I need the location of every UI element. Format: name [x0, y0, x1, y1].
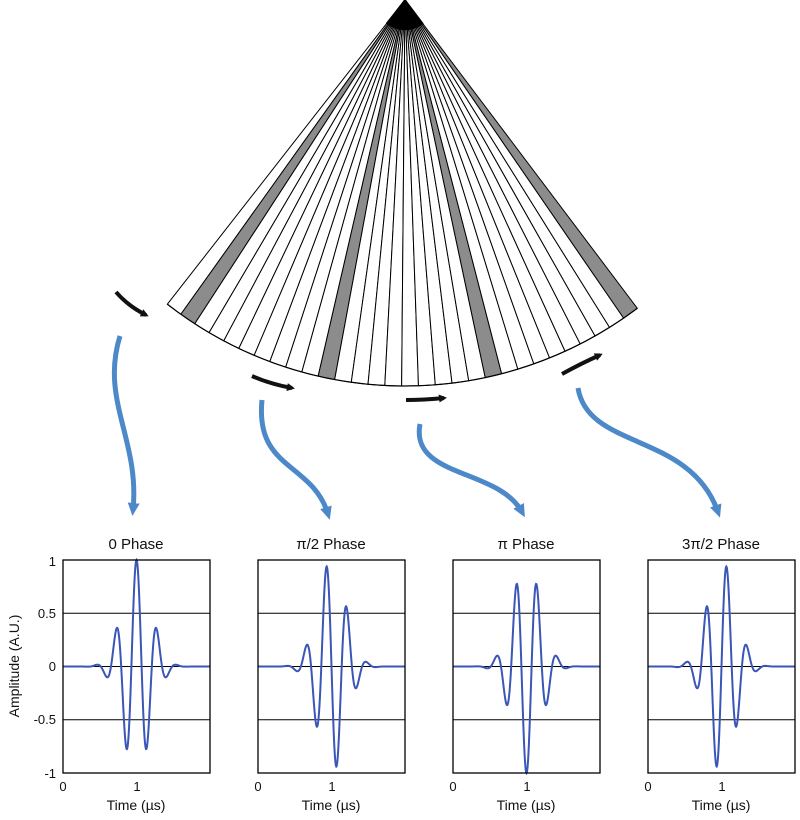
- waveform-line: [258, 564, 405, 769]
- panel-title: 3π/2 Phase: [682, 536, 760, 553]
- x-tick-label-1: 1: [328, 779, 335, 794]
- plot-panel-pi-half-phase: π/2 Phase 0 1 Time (µs): [254, 536, 406, 813]
- x-tick-label-1: 1: [133, 779, 140, 794]
- motion-arrow-3: [405, 394, 447, 403]
- waveform-line: [648, 564, 795, 769]
- signal-arrow-4: [575, 387, 722, 518]
- x-tick-label-1: 1: [718, 779, 725, 794]
- x-tick-label-0: 0: [644, 779, 651, 794]
- y-tick-label-neg1: -1: [44, 766, 56, 781]
- signal-arrows: [111, 335, 722, 520]
- x-axis-label: Time (µs): [497, 797, 556, 813]
- waveform-line: [453, 582, 600, 776]
- plot-panel-three-pi-half-phase: 3π/2 Phase 0 1 Time (µs): [644, 536, 796, 813]
- y-tick-label-0.5: 0.5: [38, 606, 56, 621]
- y-tick-label-0: 0: [49, 659, 56, 674]
- plot-panel-pi-phase: π Phase 0 1 Time (µs): [449, 536, 601, 813]
- x-axis-label: Time (µs): [302, 797, 361, 813]
- transducer-fan: [166, 0, 639, 387]
- panel-title: 0 Phase: [108, 536, 163, 553]
- plot-frame: [257, 559, 406, 774]
- x-tick-label-0: 0: [449, 779, 456, 794]
- panel-title: π Phase: [497, 536, 554, 553]
- y-axis-label: Amplitude (A.U.): [6, 615, 22, 718]
- x-tick-label-0: 0: [254, 779, 261, 794]
- fan-apex-line: [404, 0, 424, 25]
- motion-arrow-4: [561, 353, 603, 376]
- plot-frame: [647, 559, 796, 774]
- signal-arrow-2: [258, 399, 332, 520]
- signal-arrow-1: [111, 335, 140, 516]
- motion-arrow-1: [114, 290, 149, 317]
- x-axis-label: Time (µs): [692, 797, 751, 813]
- x-tick-label-1: 1: [523, 779, 530, 794]
- plot-panel-0-phase: 0 Phase 1 0.5 0 -0.5 -1 0 1 Time (µs): [34, 536, 211, 813]
- motion-arrows: [114, 290, 603, 403]
- x-axis-label: Time (µs): [107, 797, 166, 813]
- x-tick-label-0: 0: [59, 779, 66, 794]
- y-tick-label-1: 1: [49, 554, 56, 569]
- waveform-line: [63, 557, 210, 751]
- motion-arrow-2: [251, 374, 295, 392]
- plot-frame: [452, 559, 601, 774]
- plot-frame: [62, 559, 211, 774]
- signal-arrow-3: [416, 423, 525, 518]
- y-tick-label-neg0.5: -0.5: [34, 712, 56, 727]
- panel-title: π/2 Phase: [296, 536, 366, 553]
- fan-outer-arc: [166, 303, 638, 387]
